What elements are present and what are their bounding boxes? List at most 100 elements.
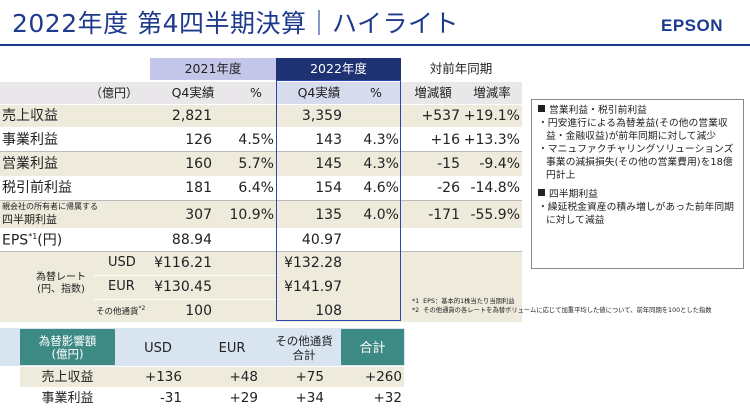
col-header-q4-prev: Q4実績 [171,85,215,100]
fx-ccy: その他通貨*2 [96,305,146,317]
value-prev: 2,821 [171,108,212,124]
fx-impact-header: 為替影響額 (億円) [38,334,97,361]
col-header-pct-curr: % [370,85,382,100]
pct-curr: 4.3% [363,132,399,148]
row-label: 営業利益 [2,156,58,172]
row-label: 税引前利益 [2,180,72,196]
row-divider [94,299,276,300]
fx-label: 為替レート (円、指数) [36,272,86,295]
pct-prev: 10.9% [229,207,274,223]
pct-curr: 4.3% [363,156,399,172]
row-label: 売上収益 [2,108,58,124]
highlight-item: ・マニュファクチャリングソリューションズ事業の減損損失(その他の営業費用)を18… [538,144,734,181]
fx-impact-value: -31 [159,390,182,406]
fx-impact-value: +32 [373,390,403,406]
eps-label: EPS*1(円) [2,233,62,248]
pct-prev: 5.7% [238,156,274,172]
fx-impact-row-label: 事業利益 [41,391,94,406]
row-band [0,152,522,176]
value-prev: 126 [185,132,212,148]
fx-ccy: USD [108,255,136,270]
header-2021 [150,58,276,80]
fx-impact-row-label: 売上収益 [41,370,94,385]
fx-impact-col: その他通貨 合計 [275,334,333,362]
value-prev: 181 [185,180,212,196]
row-label: 四半期利益 [2,213,57,226]
diff: +537 [421,108,460,124]
highlight-item: ・繰延税金資産の積み増しがあった前年同期に対して減益 [538,202,734,226]
highlight-heading: 四半期利益 [538,188,737,201]
diff: +16 [430,132,460,148]
highlight-item: ・円安進行による為替差益(その他の営業収益・金融収益)が前年同期に対して減少 [538,118,728,142]
title-divider [0,44,750,46]
fx-footnote-mark: *2 [138,305,146,312]
current-year-outline [276,80,401,321]
col-header-q4-curr: Q4実績 [297,85,341,100]
row-band [0,105,522,127]
fx-impact-value: +29 [229,390,259,406]
fx-curr: ¥132.28 [284,255,342,271]
eps-label-text: EPS [2,232,29,249]
diff-rate: -9.4% [479,156,520,172]
column-header-row-curr [276,82,401,104]
fx-prev: ¥130.45 [154,279,212,295]
col-header-diff-rate: 増減率 [473,85,511,100]
fx-ccy: EUR [108,279,135,294]
diff-rate: +13.3% [463,132,520,148]
diff: -171 [428,207,460,223]
eps-prev: 88.94 [171,232,212,248]
fx-curr: ¥141.97 [284,279,342,295]
value-curr: 145 [315,156,342,172]
header-2022-label: 2022年度 [310,61,367,76]
eps-curr: 40.97 [301,232,342,248]
diff-rate: -14.8% [470,180,520,196]
fx-curr: 108 [315,303,342,319]
epson-logo: EPSON [661,16,724,35]
fx-impact-value: +136 [144,369,182,385]
pct-prev: 4.5% [238,132,274,148]
square-bullet-icon [538,105,545,112]
fx-impact-header-cell [20,329,115,365]
diff-rate: -55.9% [470,207,520,223]
footnotes: *1 EPS：基本的1株当たり当期利益 *2 その他通貨の各レートを為替ボリュー… [412,298,737,315]
diff-rate: +19.1% [463,108,520,124]
value-prev: 160 [185,156,212,172]
row-divider [0,251,522,252]
value-curr: 154 [315,180,342,196]
header-2021-label: 2021年度 [184,61,242,76]
fx-prev: 100 [185,303,212,319]
page-title: 2022年度 第4四半期決算｜ハイライト [12,9,459,38]
square-bullet-icon [538,189,545,196]
fx-impact-value: +34 [295,390,325,406]
fx-band [0,252,522,322]
diff: -26 [437,180,460,196]
unit-label: （億円） [90,86,139,100]
fx-impact-value: +75 [295,369,325,385]
row-divider [0,200,522,201]
col-header-diff: 増減額 [414,85,452,100]
fx-other-label: その他通貨 [96,306,139,317]
fx-impact-col: USD [144,341,172,356]
row-label-small: 親会社の所有者に帰属する [2,202,98,211]
pct-curr: 4.0% [363,207,399,223]
diff: -15 [437,156,460,172]
pct-prev: 6.4% [238,180,274,196]
pct-curr: 4.6% [363,180,399,196]
value-curr: 135 [315,207,342,223]
header-yoy-label: 対前年同期 [429,61,493,76]
col-header-pct-prev: % [250,85,262,100]
fx-prev: ¥116.21 [154,255,212,271]
eps-unit: (円) [37,232,63,249]
row-divider [0,151,522,152]
footnote: *1 EPS：基本的1株当たり当期利益 [412,298,515,305]
highlight-heading: 営業利益・税引前利益 [538,104,737,117]
row-band [0,201,522,228]
eps-footnote-mark: *1 [28,232,38,241]
row-label: 事業利益 [2,132,58,148]
value-curr: 143 [315,132,342,148]
fx-impact-total-cell [341,329,404,365]
fx-impact-col: 合計 [359,341,386,356]
row-divider [94,275,276,276]
highlights-box: 営業利益・税引前利益 ・円安進行による為替差益(その他の営業収益・金融収益)が前… [531,99,744,269]
fx-impact-col: EUR [218,341,246,356]
